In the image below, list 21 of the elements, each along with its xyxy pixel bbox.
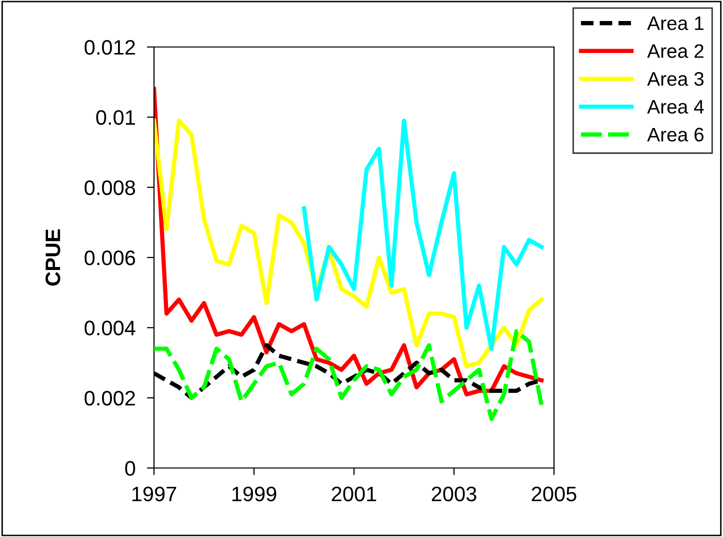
x-tick-label: 1999 [232,486,276,502]
y-tick-label: 0.002 [84,390,135,406]
y-axis-title: CPUE [46,229,60,286]
x-tick-label: 1997 [132,486,176,502]
x-tick-label: 2001 [332,486,376,502]
y-tick-label: 0.008 [84,180,136,196]
x-tick-label: 2005 [532,486,576,502]
y-tick-label: 0.012 [84,40,135,55]
x-tick-label: 2003 [432,486,476,502]
y-tick-label: 0 [125,461,136,476]
y-tick-label: 0.006 [84,250,136,266]
line-series [154,329,544,421]
legend-label: Area 6 [647,128,704,142]
legend-label: Area 4 [647,100,704,114]
line-series [154,118,544,368]
line-series [302,118,544,351]
legend-label: Area 2 [647,44,704,58]
y-tick-label: 0.004 [84,320,136,336]
legend-label: Area 1 [647,16,704,30]
legend-label: Area 3 [647,72,704,86]
y-tick-label: 0.01 [96,110,135,125]
